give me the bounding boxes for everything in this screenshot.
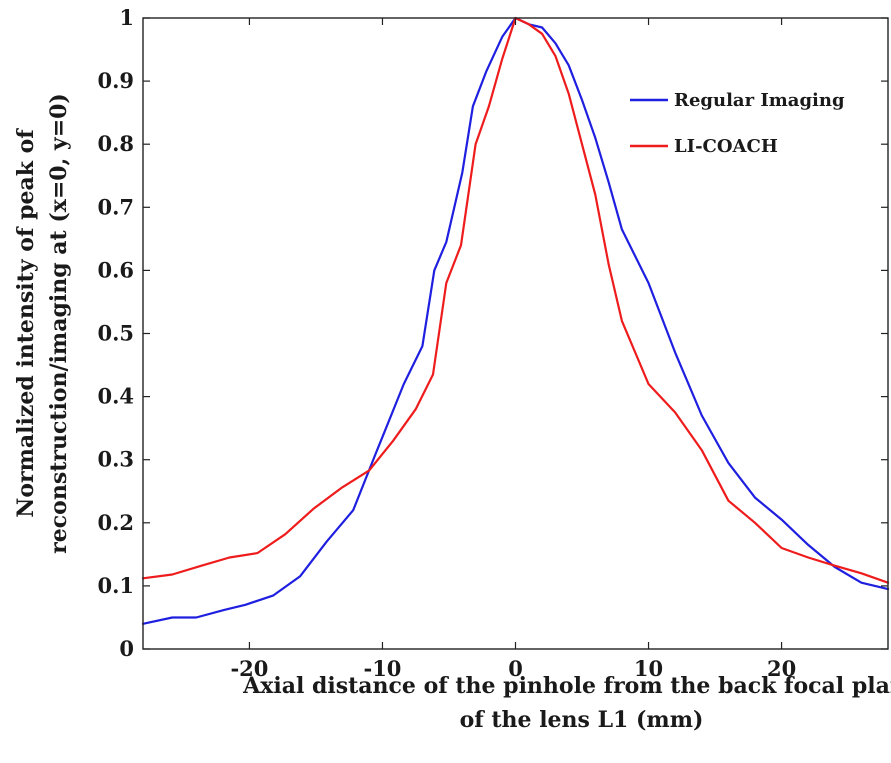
x-axis-label-line: of the lens L1 (mm) [460, 707, 704, 733]
y-tick-label: 0.5 [97, 321, 134, 346]
y-tick-label: 0.2 [97, 510, 134, 535]
y-axis-label-line: Normalized intensity of peak of [13, 128, 39, 518]
x-tick-label: 0 [508, 656, 523, 681]
y-tick-label: 0.3 [97, 447, 134, 472]
y-axis-label-line: reconstruction/imaging at (x=0, y=0) [46, 93, 72, 554]
x-tick-label: 20 [767, 656, 796, 681]
x-tick-label: 10 [634, 656, 663, 681]
y-tick-label: 1 [119, 5, 134, 30]
series-line-li-coach [141, 16, 890, 584]
legend-label: Regular Imaging [674, 90, 845, 111]
x-tick-label: -10 [363, 656, 401, 681]
labels-layer: -20 -10 0 10 20 0 0.1 0.2 0.3 0.4 0.5 0.6 0.7 0.8 0.9 1… [13, 5, 891, 733]
y-tick-label: 0.1 [97, 573, 134, 598]
legend: Regular Imaging LI-COACH [630, 90, 845, 157]
ticks-layer [143, 17, 888, 650]
y-tick-label: 0.9 [97, 68, 134, 93]
y-tick-label: 0.7 [97, 194, 134, 219]
x-tick-label: -20 [230, 656, 268, 681]
y-tick-label: 0 [119, 636, 134, 661]
y-tick-label: 0.6 [97, 257, 134, 282]
y-tick-label: 0.4 [97, 384, 134, 409]
x-axis-label-line: Axial distance of the pinhole from the b… [242, 673, 891, 699]
y-tick-label: 0.8 [97, 131, 134, 156]
legend-label: LI-COACH [674, 136, 778, 157]
